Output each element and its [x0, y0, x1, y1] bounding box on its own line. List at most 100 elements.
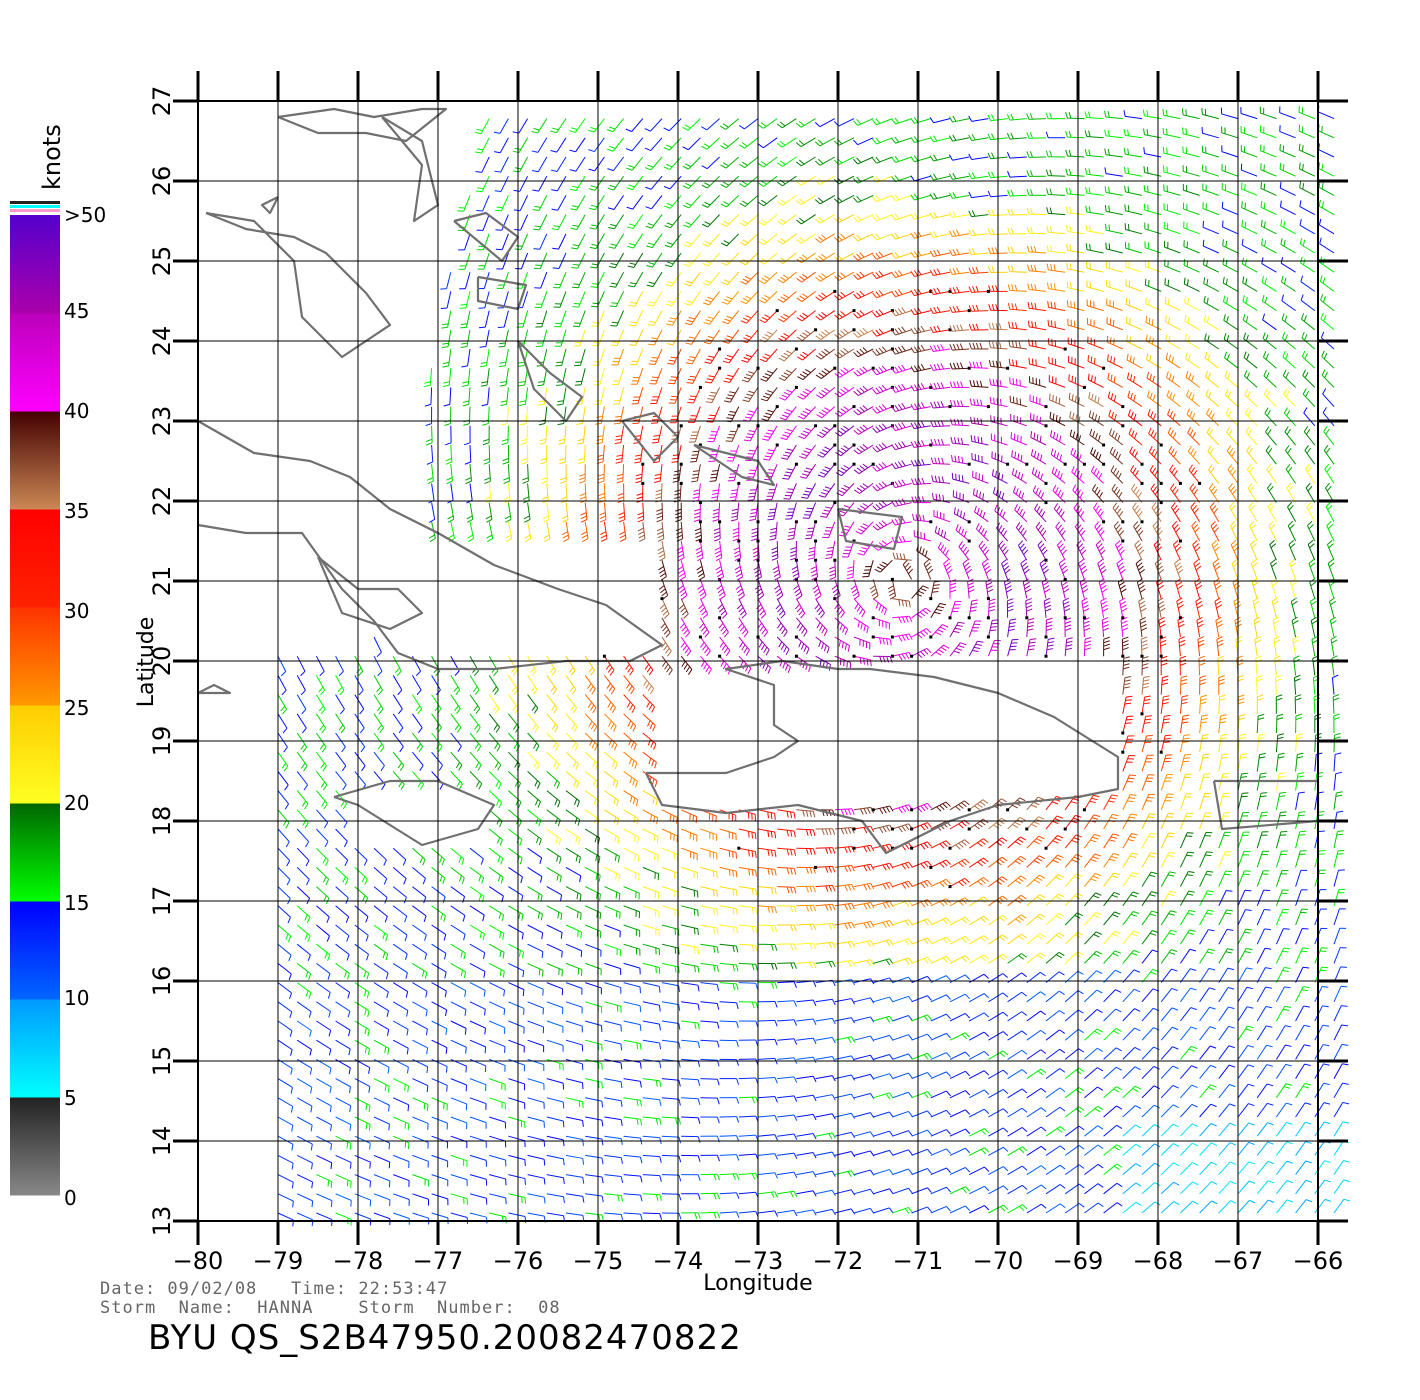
coastline — [197, 420, 664, 671]
wind-barb — [796, 348, 816, 361]
wind-barb — [604, 1097, 623, 1108]
colorbar-label: 45 — [64, 299, 89, 323]
wind-barb — [739, 233, 759, 246]
wind-barb — [630, 348, 644, 366]
wind-barb — [873, 1092, 894, 1100]
wind-barb — [892, 598, 911, 608]
wind-barb — [540, 444, 548, 465]
wind-barb — [1045, 951, 1065, 964]
wind-barb — [532, 195, 548, 212]
wind-barb — [665, 252, 682, 268]
wind-barb — [661, 1135, 682, 1144]
wind-barb — [682, 195, 701, 209]
wind-barb — [1072, 484, 1085, 503]
wind-barb — [892, 1053, 913, 1060]
wind-barb — [988, 992, 1009, 1003]
wind-barb — [757, 828, 777, 839]
wind-barb — [774, 579, 784, 600]
wind-barb — [393, 1116, 410, 1131]
wind-barb — [1295, 1063, 1311, 1079]
wind-barb — [316, 1174, 333, 1189]
wind-barb — [574, 348, 586, 367]
wind-barb — [929, 344, 951, 352]
wind-barb — [1182, 146, 1200, 158]
wind-barb — [354, 1078, 371, 1093]
wind-barb — [738, 982, 759, 990]
wind-barb — [296, 713, 307, 734]
wind-barb — [872, 423, 894, 434]
wind-barb — [503, 483, 511, 504]
wind-barb — [469, 1058, 487, 1073]
wind-barb — [494, 137, 509, 154]
wind-barb — [1325, 501, 1335, 523]
wind-barb — [648, 348, 663, 366]
wind-barb — [799, 444, 816, 459]
wind-barb — [757, 137, 778, 149]
wind-barb — [469, 886, 485, 903]
wind-barb — [1045, 932, 1065, 945]
lon-tick-label: −76 — [493, 1247, 544, 1275]
wind-barb — [991, 451, 1010, 466]
wind-barb — [469, 732, 482, 752]
wind-barb — [431, 924, 447, 941]
wind-barb — [532, 175, 548, 192]
wind-barb — [277, 1154, 294, 1170]
wind-barb — [1244, 388, 1258, 407]
wind-barb — [604, 751, 618, 770]
wind-barb — [508, 866, 523, 884]
wind-barb — [1237, 947, 1253, 964]
wind-barb — [277, 1116, 294, 1132]
wind-barb — [891, 383, 912, 393]
wind-barb — [948, 839, 970, 850]
wind-barb — [853, 137, 874, 146]
wind-barb — [1217, 655, 1225, 676]
wind-barb — [1221, 145, 1239, 158]
wind-barb — [316, 771, 328, 791]
wind-barb — [450, 1212, 469, 1224]
wind-barb — [815, 214, 836, 224]
wind-barb — [1154, 559, 1165, 580]
wind-barb — [1295, 1179, 1313, 1195]
wind-barb — [833, 597, 845, 618]
wind-barb — [1270, 559, 1277, 580]
wind-barb — [1256, 1025, 1273, 1041]
wind-barb — [1085, 243, 1104, 254]
wind-barb — [1260, 144, 1277, 158]
wind-barb — [488, 1001, 506, 1016]
wind-barb — [550, 118, 567, 134]
wind-barb — [560, 483, 568, 504]
wind-barb — [489, 1039, 506, 1053]
wind-barb — [584, 713, 598, 733]
wind-barb — [1103, 1047, 1122, 1060]
wind-barb — [1068, 374, 1086, 389]
wind-barb — [988, 1166, 1009, 1176]
wind-barb — [872, 500, 893, 511]
wind-barb — [777, 1000, 797, 1007]
wind-barb — [1160, 1084, 1179, 1099]
wind-barb — [623, 982, 641, 994]
wind-barb — [1223, 314, 1239, 331]
wind-barb — [1237, 1025, 1254, 1041]
wind-barb — [700, 886, 718, 897]
wind-barb — [1199, 753, 1210, 772]
wind-barb — [796, 271, 816, 283]
wind-barb — [1295, 1024, 1311, 1041]
wind-barb — [469, 694, 481, 714]
wind-barb — [949, 286, 970, 294]
wind-barb — [949, 858, 970, 868]
wind-barb — [431, 713, 442, 734]
wind-barb — [910, 175, 931, 182]
wind-barb — [393, 1174, 410, 1187]
wind-barb — [930, 457, 951, 465]
wind-barb — [447, 502, 455, 523]
wind-barb — [425, 425, 433, 446]
wind-barb — [1310, 616, 1318, 638]
wind-barb — [604, 694, 616, 714]
wind-barb — [373, 1058, 390, 1074]
wind-barb — [1125, 298, 1143, 312]
wind-barb — [501, 406, 509, 426]
wind-barb — [661, 905, 680, 917]
wind-barb — [465, 464, 472, 485]
wind-barb — [1084, 1047, 1103, 1060]
wind-barb — [953, 507, 971, 524]
